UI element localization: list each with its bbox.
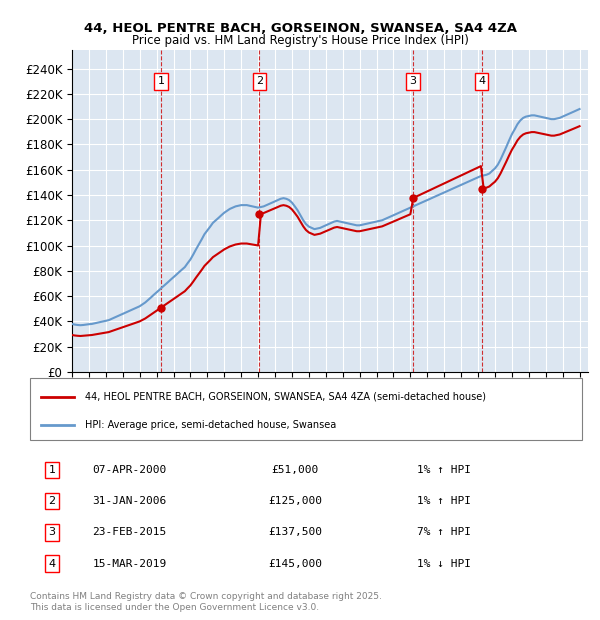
- Text: £51,000: £51,000: [271, 465, 319, 475]
- Text: £145,000: £145,000: [268, 559, 322, 569]
- Text: 31-JAN-2006: 31-JAN-2006: [92, 496, 166, 506]
- Text: Contains HM Land Registry data © Crown copyright and database right 2025.
This d: Contains HM Land Registry data © Crown c…: [30, 592, 382, 611]
- Text: Price paid vs. HM Land Registry's House Price Index (HPI): Price paid vs. HM Land Registry's House …: [131, 34, 469, 47]
- FancyBboxPatch shape: [30, 378, 582, 440]
- Text: 1: 1: [158, 76, 164, 86]
- Text: 07-APR-2000: 07-APR-2000: [92, 465, 166, 475]
- Text: 1: 1: [49, 465, 56, 475]
- Text: 4: 4: [49, 559, 56, 569]
- Text: 3: 3: [409, 76, 416, 86]
- Text: 7% ↑ HPI: 7% ↑ HPI: [417, 528, 471, 538]
- Text: 44, HEOL PENTRE BACH, GORSEINON, SWANSEA, SA4 4ZA: 44, HEOL PENTRE BACH, GORSEINON, SWANSEA…: [83, 22, 517, 35]
- Text: 23-FEB-2015: 23-FEB-2015: [92, 528, 166, 538]
- Text: 15-MAR-2019: 15-MAR-2019: [92, 559, 166, 569]
- Text: 44, HEOL PENTRE BACH, GORSEINON, SWANSEA, SA4 4ZA (semi-detached house): 44, HEOL PENTRE BACH, GORSEINON, SWANSEA…: [85, 392, 486, 402]
- Text: 2: 2: [256, 76, 263, 86]
- Text: 1% ↑ HPI: 1% ↑ HPI: [417, 465, 471, 475]
- Text: 2: 2: [49, 496, 56, 506]
- Text: £125,000: £125,000: [268, 496, 322, 506]
- Text: 1% ↓ HPI: 1% ↓ HPI: [417, 559, 471, 569]
- Text: 3: 3: [49, 528, 56, 538]
- Text: 1% ↑ HPI: 1% ↑ HPI: [417, 496, 471, 506]
- Text: 4: 4: [478, 76, 485, 86]
- Text: HPI: Average price, semi-detached house, Swansea: HPI: Average price, semi-detached house,…: [85, 420, 337, 430]
- Text: £137,500: £137,500: [268, 528, 322, 538]
